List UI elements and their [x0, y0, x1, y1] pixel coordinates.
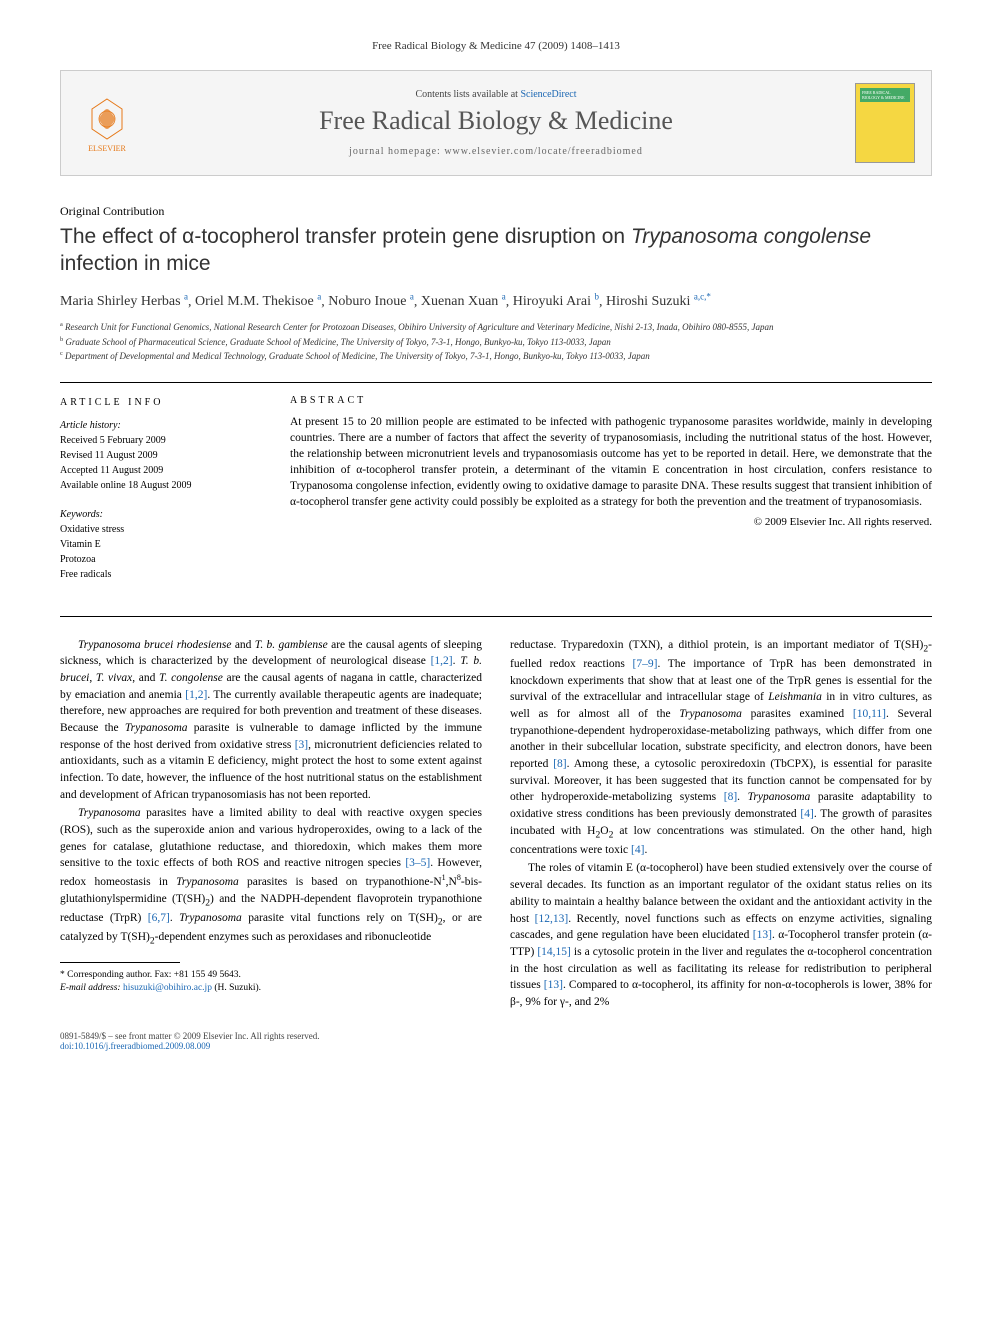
keyword: Vitamin E — [60, 539, 101, 550]
affiliations: a Research Unit for Functional Genomics,… — [60, 320, 932, 364]
email-label: E-mail address: — [60, 983, 121, 993]
journal-name: Free Radical Biology & Medicine — [137, 106, 855, 136]
article-title: The effect of α-tocopherol transfer prot… — [60, 223, 932, 278]
affiliation: b Graduate School of Pharmaceutical Scie… — [60, 335, 932, 350]
keywords-label: Keywords: — [60, 509, 103, 520]
body-paragraph: Trypanosoma brucei rhodesiense and T. b.… — [60, 637, 482, 804]
history-line: Available online 18 August 2009 — [60, 480, 191, 491]
body-paragraph: Trypanosoma parasites have a limited abi… — [60, 805, 482, 948]
body-paragraph: The roles of vitamin E (α-tocopherol) ha… — [510, 860, 932, 1010]
author: Maria Shirley Herbas a — [60, 294, 188, 309]
article-type: Original Contribution — [60, 204, 932, 219]
body-text: Trypanosoma brucei rhodesiense and T. b.… — [60, 637, 932, 1011]
page-footer: 0891-5849/$ – see front matter © 2009 El… — [60, 1031, 932, 1051]
history-line: Received 5 February 2009 — [60, 435, 166, 446]
publisher-name: ELSEVIER — [88, 144, 126, 153]
journal-cover-icon: FREE RADICAL BIOLOGY & MEDICINE — [855, 83, 915, 163]
author: Hiroshi Suzuki a,c,* — [606, 294, 711, 309]
sciencedirect-link[interactable]: ScienceDirect — [520, 89, 576, 100]
abstract-copyright: © 2009 Elsevier Inc. All rights reserved… — [290, 516, 932, 528]
author: Xuenan Xuan a — [421, 294, 506, 309]
keyword: Free radicals — [60, 569, 111, 580]
keywords-block: Keywords: Oxidative stress Vitamin E Proto… — [60, 507, 260, 582]
elsevier-logo: ELSEVIER — [77, 88, 137, 158]
journal-banner: ELSEVIER Contents lists available at Sci… — [60, 70, 932, 176]
footer-line: doi:10.1016/j.freeradbiomed.2009.08.009 — [60, 1041, 320, 1051]
author: Hiroyuki Arai b — [513, 294, 599, 309]
author: Oriel M.M. Thekisoe a — [195, 294, 321, 309]
body-paragraph: reductase. Tryparedoxin (TXN), a dithiol… — [510, 637, 932, 859]
abstract-heading: ABSTRACT — [290, 395, 932, 406]
journal-homepage: journal homepage: www.elsevier.com/locat… — [137, 146, 855, 157]
author: Noburo Inoue a — [328, 294, 414, 309]
affiliation: c Department of Developmental and Medica… — [60, 349, 932, 364]
email-author-name: (H. Suzuki). — [214, 983, 261, 993]
article-info-column: ARTICLE INFO Article history: Received 5… — [60, 395, 260, 596]
article-info-heading: ARTICLE INFO — [60, 395, 260, 410]
running-head: Free Radical Biology & Medicine 47 (2009… — [60, 40, 932, 52]
history-line: Revised 11 August 2009 — [60, 450, 158, 461]
contents-line: Contents lists available at ScienceDirec… — [137, 89, 855, 100]
divider — [60, 616, 932, 617]
abstract-text: At present 15 to 20 million people are e… — [290, 414, 932, 511]
history-label: Article history: — [60, 420, 121, 431]
footer-line: 0891-5849/$ – see front matter © 2009 El… — [60, 1031, 320, 1041]
history-line: Accepted 11 August 2009 — [60, 465, 163, 476]
keyword: Oxidative stress — [60, 524, 124, 535]
article-history: Article history: Received 5 February 200… — [60, 418, 260, 493]
footnotes: * Corresponding author. Fax: +81 155 49 … — [60, 969, 482, 996]
email-link[interactable]: hisuzuki@obihiro.ac.jp — [123, 983, 212, 993]
footnote-separator — [60, 962, 180, 963]
keyword: Protozoa — [60, 554, 96, 565]
corresponding-author: * Corresponding author. Fax: +81 155 49 … — [60, 969, 482, 982]
author-list: Maria Shirley Herbas a, Oriel M.M. Theki… — [60, 292, 932, 311]
abstract-column: ABSTRACT At present 15 to 20 million peo… — [290, 395, 932, 596]
affiliation: a Research Unit for Functional Genomics,… — [60, 320, 932, 335]
divider — [60, 382, 932, 383]
